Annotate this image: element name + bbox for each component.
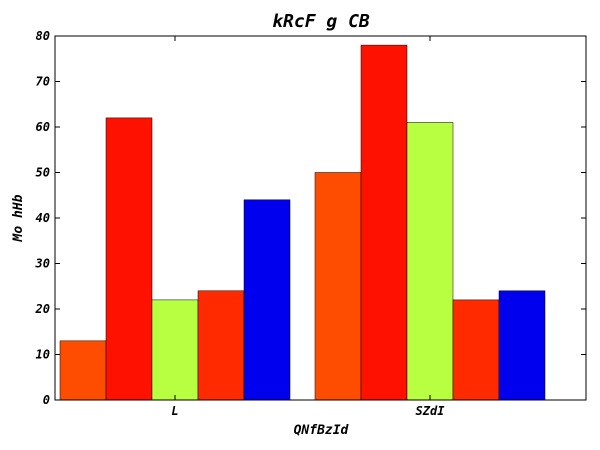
- y-tick-label-50: 50: [36, 166, 50, 180]
- bar-series-3-L: [151, 299, 199, 401]
- y-tick-label-0: 0: [43, 393, 50, 407]
- y-tick-label-20: 20: [35, 302, 50, 316]
- x-tick-label-SZdI: SZdI: [416, 404, 446, 418]
- y-tick-label-60: 60: [36, 120, 50, 134]
- x-tick-label-L: L: [171, 404, 178, 418]
- chart-title: kRcF g CB: [272, 11, 370, 32]
- y-tick-label-40: 40: [36, 211, 50, 225]
- bars-group: [59, 44, 546, 401]
- bar-series-1-L: [59, 340, 107, 401]
- y-tick-label-80: 80: [36, 29, 50, 43]
- bar-series-4-L: [197, 290, 245, 401]
- bar-series-5-SZdI: [498, 290, 546, 401]
- bar-series-4-SZdI: [452, 299, 500, 401]
- bar-series-3-SZdI: [406, 122, 454, 401]
- ticks-group: 0 10 20 30 40 50 60 70 80 L SZdI: [35, 29, 586, 418]
- y-axis-label: Mo hHb: [11, 194, 26, 242]
- y-tick-label-70: 70: [36, 75, 50, 89]
- x-axis-label: QNfBzId: [294, 423, 350, 438]
- bar-series-2-L: [105, 117, 153, 401]
- bar-series-1-SZdI: [314, 172, 362, 401]
- y-tick-label-10: 10: [36, 348, 50, 362]
- y-tick-label-30: 30: [35, 257, 50, 271]
- bar-series-5-L: [243, 199, 291, 401]
- bar-series-2-SZdI: [360, 44, 408, 401]
